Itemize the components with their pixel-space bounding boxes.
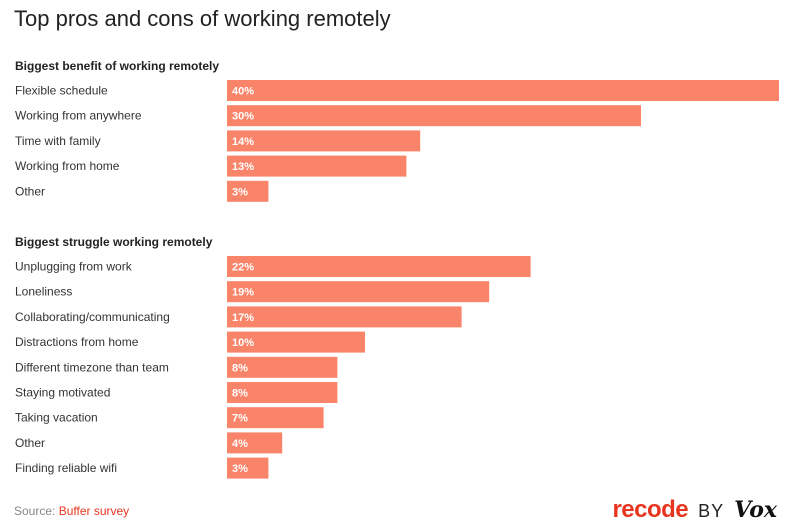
category-label: Finding reliable wifi bbox=[15, 461, 117, 475]
bar bbox=[227, 356, 338, 378]
section-heading: Biggest struggle working remotely bbox=[15, 235, 213, 249]
bar-value-label: 10% bbox=[232, 337, 254, 349]
bar bbox=[227, 407, 324, 429]
bar bbox=[227, 432, 283, 454]
recode-logo: recode bbox=[612, 496, 689, 523]
category-label: Unplugging from work bbox=[15, 260, 133, 274]
bar bbox=[227, 80, 779, 101]
category-label: Loneliness bbox=[15, 285, 72, 299]
category-label: Staying motivated bbox=[15, 386, 110, 400]
category-label: Distractions from home bbox=[15, 335, 139, 349]
bar bbox=[227, 130, 421, 152]
bar bbox=[227, 382, 338, 403]
brand-by: BY bbox=[698, 501, 725, 521]
category-label: Different timezone than team bbox=[15, 360, 169, 374]
bar bbox=[227, 105, 641, 127]
bar bbox=[227, 306, 462, 328]
bar bbox=[227, 256, 531, 277]
source-prefix: Source: bbox=[14, 504, 59, 518]
bar-value-label: 3% bbox=[232, 463, 248, 475]
bar-value-label: 17% bbox=[232, 312, 254, 324]
bar bbox=[227, 457, 269, 479]
category-label: Other bbox=[15, 184, 45, 198]
bar-value-label: 13% bbox=[232, 161, 254, 173]
bar-value-label: 8% bbox=[232, 362, 248, 374]
bar bbox=[227, 331, 365, 353]
source-note: Source: Buffer survey bbox=[14, 504, 129, 518]
bar-value-label: 22% bbox=[232, 262, 254, 274]
vox-logo: Vox bbox=[734, 497, 777, 523]
category-label: Working from home bbox=[15, 159, 120, 173]
bar-value-label: 8% bbox=[232, 388, 248, 400]
bar bbox=[227, 155, 407, 177]
bar-value-label: 4% bbox=[232, 438, 248, 450]
bar-value-label: 30% bbox=[232, 111, 254, 123]
bar-value-label: 14% bbox=[232, 136, 254, 148]
source-link[interactable]: Buffer survey bbox=[58, 504, 130, 518]
category-label: Time with family bbox=[15, 134, 101, 148]
section-heading: Biggest benefit of working remotely bbox=[15, 59, 219, 73]
brand-logo: recode BY Vox bbox=[612, 496, 777, 524]
bar-value-label: 7% bbox=[232, 413, 248, 425]
bar bbox=[227, 180, 269, 202]
category-label: Other bbox=[15, 436, 45, 450]
category-label: Working from anywhere bbox=[15, 109, 142, 123]
category-label: Taking vacation bbox=[15, 411, 98, 425]
bar-value-label: 19% bbox=[232, 287, 254, 299]
category-label: Collaborating/communicating bbox=[15, 310, 170, 324]
bar-value-label: 3% bbox=[232, 186, 248, 198]
category-label: Flexible schedule bbox=[15, 84, 108, 98]
page-title: Top pros and cons of working remotely bbox=[14, 6, 391, 31]
bar-value-label: 40% bbox=[232, 86, 254, 98]
bar bbox=[227, 281, 490, 303]
